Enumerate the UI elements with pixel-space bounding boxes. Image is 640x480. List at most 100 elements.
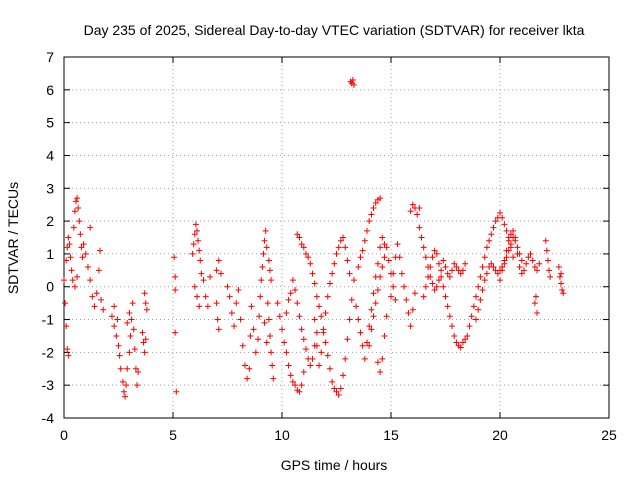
data-point — [370, 290, 377, 297]
data-point — [87, 224, 94, 231]
data-point — [202, 293, 209, 300]
data-point — [268, 349, 275, 356]
data-point — [195, 237, 202, 244]
data-point — [422, 283, 429, 290]
data-point — [527, 250, 534, 257]
data-point — [322, 309, 329, 316]
data-point — [123, 382, 130, 389]
data-point — [377, 244, 384, 251]
data-point — [438, 267, 445, 274]
data-point — [438, 273, 445, 280]
data-point — [366, 342, 373, 349]
x-tick-label: 25 — [601, 427, 617, 443]
data-point — [379, 355, 386, 362]
data-point — [444, 303, 451, 310]
data-point — [359, 342, 366, 349]
x-tick-label: 5 — [169, 427, 177, 443]
data-point — [207, 273, 214, 280]
data-point — [324, 293, 331, 300]
data-point — [307, 362, 314, 369]
data-point — [172, 329, 179, 336]
data-point — [414, 211, 421, 218]
data-point — [100, 306, 107, 313]
data-point — [91, 303, 98, 310]
data-point — [416, 224, 423, 231]
data-point — [473, 293, 480, 300]
data-point — [409, 306, 416, 313]
y-tick-label: -3 — [42, 377, 55, 393]
data-point — [543, 247, 550, 254]
data-point — [270, 375, 277, 382]
data-point — [263, 244, 270, 251]
plot-frame — [63, 56, 610, 419]
data-point — [119, 378, 126, 385]
data-point — [213, 300, 220, 307]
data-point — [190, 241, 197, 248]
data-point — [468, 313, 475, 320]
data-point — [411, 290, 418, 297]
data-point — [305, 254, 312, 261]
data-point — [313, 329, 320, 336]
data-point — [357, 254, 364, 261]
data-point — [405, 309, 412, 316]
data-point — [497, 209, 503, 216]
data-point — [326, 280, 333, 287]
y-tick-label: 4 — [46, 147, 54, 163]
data-point — [370, 204, 377, 211]
data-point — [197, 257, 204, 264]
data-point — [449, 267, 456, 274]
data-point — [558, 280, 565, 287]
data-point — [171, 254, 178, 261]
data-point — [357, 329, 364, 336]
data-point — [488, 260, 495, 267]
data-point — [141, 290, 148, 297]
data-point — [316, 303, 323, 310]
data-point — [247, 332, 254, 339]
data-point — [329, 378, 336, 385]
data-point — [65, 234, 72, 241]
data-point — [440, 257, 447, 264]
data-point — [366, 323, 373, 330]
data-point — [507, 231, 514, 238]
data-point — [364, 339, 371, 346]
data-point — [366, 218, 373, 225]
data-point — [331, 260, 338, 267]
data-point — [342, 355, 349, 362]
data-point — [313, 293, 320, 300]
data-point — [435, 260, 442, 267]
y-tick-label: 1 — [46, 246, 54, 262]
data-point — [514, 244, 521, 251]
data-point — [451, 332, 458, 339]
y-tick-label: 0 — [46, 279, 54, 295]
data-point — [483, 270, 490, 277]
data-point — [486, 237, 493, 244]
data-point — [302, 346, 309, 353]
data-point — [302, 250, 309, 257]
data-point — [453, 339, 460, 346]
data-point — [340, 234, 347, 241]
data-point — [215, 257, 222, 264]
data-point — [244, 375, 251, 382]
data-point — [340, 372, 347, 379]
data-point — [497, 277, 503, 284]
data-point — [422, 254, 429, 261]
data-point — [481, 254, 488, 261]
data-point — [294, 231, 301, 238]
data-point — [523, 260, 530, 267]
data-point — [488, 231, 495, 238]
data-point — [507, 241, 514, 248]
data-point — [337, 237, 344, 244]
data-point — [531, 300, 538, 307]
data-point — [296, 313, 303, 320]
data-point — [353, 303, 360, 310]
data-point — [260, 250, 267, 257]
data-point — [462, 260, 469, 267]
data-point — [337, 385, 344, 392]
data-point — [77, 231, 84, 238]
data-point — [374, 359, 381, 366]
data-point — [492, 218, 499, 225]
data-point — [349, 76, 356, 83]
data-point — [383, 244, 390, 251]
data-point — [429, 254, 436, 261]
x-tick-label: 0 — [60, 427, 68, 443]
